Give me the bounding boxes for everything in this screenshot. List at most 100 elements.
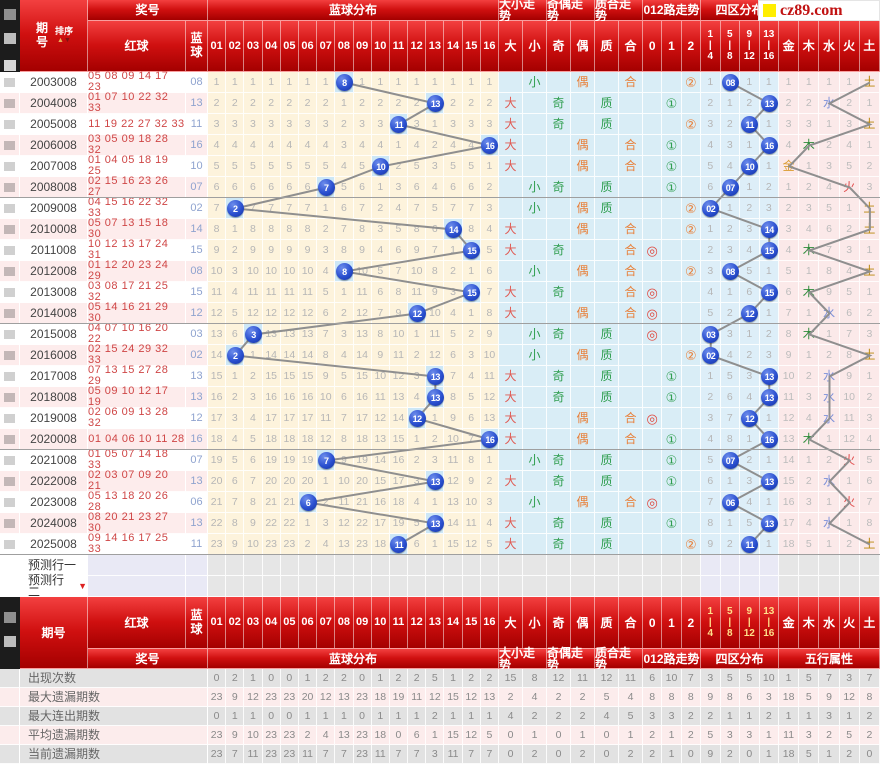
prediction-grid-cell[interactable] <box>317 576 336 597</box>
prediction-grid-cell[interactable] <box>335 576 354 597</box>
prediction-cell <box>839 555 860 576</box>
size-trend-cell: 大 <box>499 429 523 450</box>
road-trend-cell <box>662 324 682 345</box>
prediction-grid-cell[interactable] <box>298 555 318 576</box>
prediction-grid-cell[interactable] <box>298 576 318 597</box>
row-marker <box>4 477 15 486</box>
size-trend-cell: 小 <box>523 72 547 93</box>
column-header-ball: 06 <box>298 21 318 72</box>
size-trend-cell: 小 <box>523 492 547 513</box>
miss-count-cell: 21 <box>262 492 281 513</box>
prediction-grid-cell[interactable] <box>262 555 281 576</box>
period-cell: 2003008 <box>20 72 88 93</box>
zone-miss-cell: 6 <box>701 177 721 198</box>
parity-trend-cell <box>547 429 571 450</box>
prediction-grid-cell[interactable] <box>208 555 227 576</box>
prediction-grid-cell[interactable] <box>262 576 281 597</box>
miss-count-cell: 3 <box>226 114 245 135</box>
stat-value-cell: 12 <box>547 669 571 688</box>
miss-count-cell: 14 <box>353 345 372 366</box>
size-trend-cell: 大 <box>499 366 523 387</box>
prediction-grid-cell[interactable] <box>208 576 227 597</box>
miss-count-cell: 13 <box>298 324 318 345</box>
prediction-grid-cell[interactable] <box>371 555 390 576</box>
miss-count-cell: 5 <box>244 429 263 450</box>
prediction-grid-cell[interactable] <box>389 555 409 576</box>
parity-trend-cell: 奇 <box>547 324 571 345</box>
prediction-reds-cell[interactable] <box>88 555 186 576</box>
miss-count-cell: 18 <box>389 492 409 513</box>
column-header-ball: 13 <box>426 597 445 649</box>
prediction-grid-cell[interactable] <box>480 576 499 597</box>
prediction-blue-cell[interactable] <box>186 555 208 576</box>
prediction-row-label[interactable]: 预测行二 ▼ <box>20 574 88 598</box>
prediction-grid-cell[interactable] <box>244 555 263 576</box>
stat-value-cell: 0 <box>547 726 571 745</box>
miss-count-cell: 10 <box>444 429 463 450</box>
prediction-grid-cell[interactable] <box>280 576 299 597</box>
prediction-grid-cell[interactable] <box>226 576 245 597</box>
sort-control[interactable]: 排序 ▲▼ <box>55 27 73 45</box>
prediction-grid-cell[interactable] <box>226 555 245 576</box>
miss-count-cell: 6 <box>226 324 245 345</box>
prediction-grid-cell[interactable] <box>408 555 427 576</box>
column-header-size: 小 <box>523 597 547 649</box>
prediction-grid-cell[interactable] <box>426 576 445 597</box>
prediction-grid-cell[interactable] <box>335 555 354 576</box>
header-sub-label: | <box>728 40 732 51</box>
miss-count-cell: 8 <box>389 282 409 303</box>
expand-arrow-icon[interactable]: ▼ <box>78 580 87 591</box>
header-sub-label: | <box>708 40 712 51</box>
prediction-grid-cell[interactable] <box>353 555 372 576</box>
prediction-grid-cell[interactable] <box>426 555 445 576</box>
zone-miss-cell: 7 <box>701 492 721 513</box>
prediction-blue-cell[interactable] <box>186 576 208 597</box>
prediction-grid-cell[interactable] <box>444 576 463 597</box>
header-sub-label: 1 <box>707 29 714 40</box>
blue-number-cell: 02 <box>186 198 208 219</box>
miss-count-cell: 3 <box>426 450 445 471</box>
red-balls-cell: 02 15 24 29 32 33 <box>88 344 186 366</box>
prediction-grid-cell[interactable] <box>462 555 481 576</box>
miss-count-cell: 10 <box>298 261 318 282</box>
element-miss-cell: 8 <box>859 513 880 534</box>
prediction-grid-cell[interactable] <box>462 576 481 597</box>
miss-count-cell: 4 <box>480 513 499 534</box>
header-sub-label: 1 <box>707 605 714 617</box>
prediction-grid-cell[interactable] <box>280 555 299 576</box>
miss-count-cell: 15 <box>371 471 390 492</box>
prediction-grid-cell[interactable] <box>408 576 427 597</box>
column-header-element: 火 <box>839 597 860 649</box>
prediction-grid-cell[interactable] <box>353 576 372 597</box>
prediction-cell <box>662 576 682 597</box>
stat-value-cell: 1 <box>244 669 263 688</box>
group-header-size: 大小走势 <box>499 0 547 22</box>
site-logo[interactable]: cz89.com <box>758 0 880 21</box>
parity-trend-cell: 偶 <box>571 135 595 156</box>
element-miss-cell: 2 <box>839 219 860 240</box>
zone-miss-cell: 3 <box>701 261 721 282</box>
element-miss-cell: 10 <box>839 387 860 408</box>
element-miss-cell: 2 <box>799 471 820 492</box>
prediction-row-label[interactable]: 预测行一 <box>20 555 88 576</box>
miss-count-cell: 10 <box>480 345 499 366</box>
sort-asc-icon[interactable]: ▲ <box>57 37 64 44</box>
miss-count-cell: 3 <box>317 513 336 534</box>
element-miss-cell: 1 <box>779 72 800 93</box>
stat-value-cell: 10 <box>662 669 682 688</box>
miss-count-cell: 17 <box>298 408 318 429</box>
prediction-grid-cell[interactable] <box>317 555 336 576</box>
prediction-grid-cell[interactable] <box>480 555 499 576</box>
miss-count-cell: 2 <box>244 93 263 114</box>
prediction-grid-cell[interactable] <box>371 576 390 597</box>
prediction-grid-cell[interactable] <box>244 576 263 597</box>
prediction-grid-cell[interactable] <box>389 576 409 597</box>
miss-count-cell: 7 <box>426 240 445 261</box>
road-trend-cell <box>643 450 663 471</box>
stat-value-cell: 3 <box>662 707 682 726</box>
prediction-reds-cell[interactable] <box>88 576 186 597</box>
group-header-prime: 质合走势 <box>595 647 643 671</box>
prediction-grid-cell[interactable] <box>444 555 463 576</box>
sort-desc-icon[interactable]: ▼ <box>63 37 71 44</box>
stat-value-cell: 3 <box>839 669 860 688</box>
